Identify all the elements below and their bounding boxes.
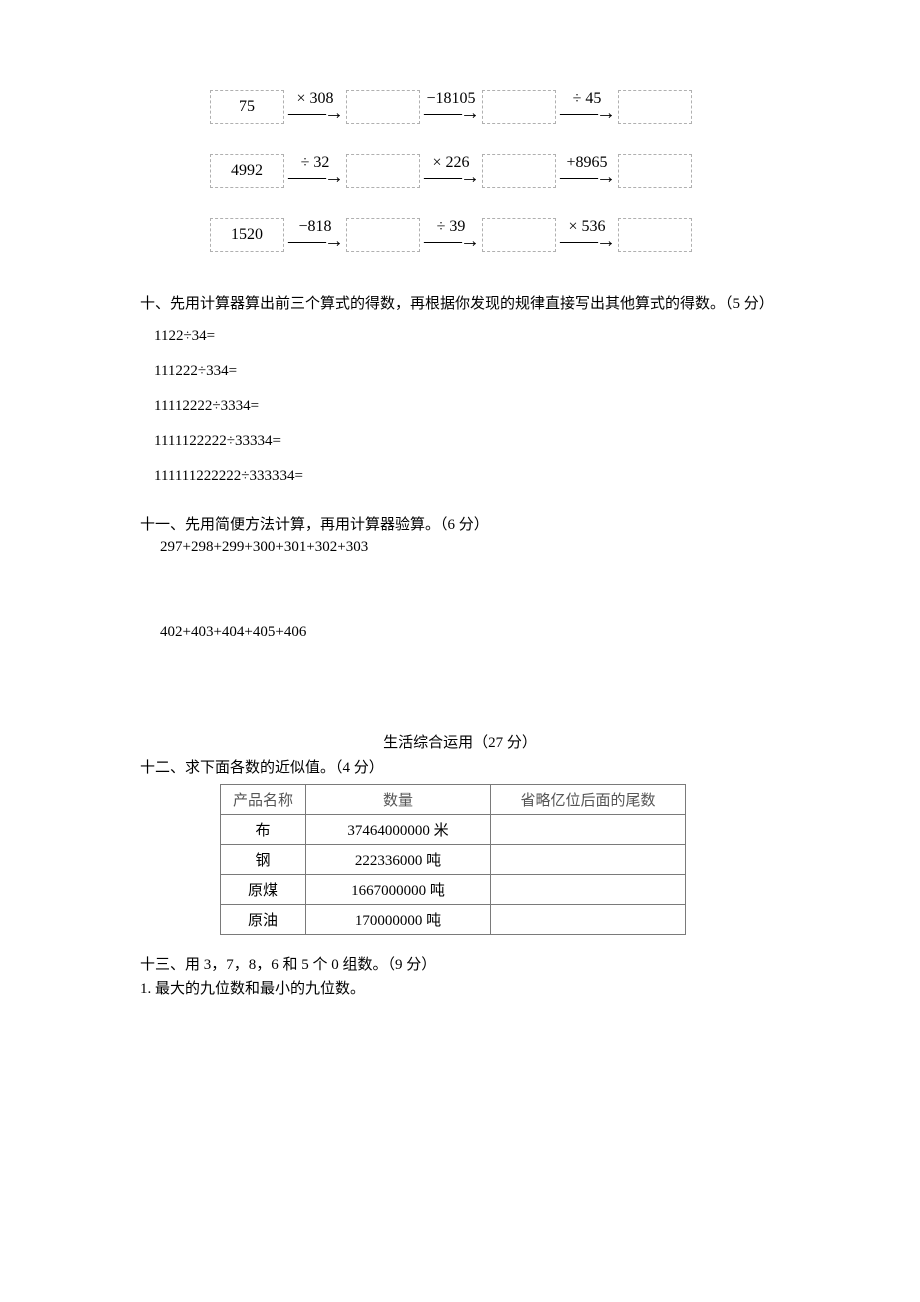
q12-r1-name: 钢 [221, 845, 306, 875]
flow2-op3-group: +8965 ——→ [560, 155, 614, 187]
flow1-start: 75 [239, 98, 255, 116]
q12-r0-appr [491, 815, 686, 845]
q12-r0-qty: 37464000000 米 [306, 815, 491, 845]
arrow-icon: ——→ [288, 167, 342, 187]
q13-title: 十三、用 3，7，8，6 和 5 个 0 组数。（9 分） [140, 953, 780, 977]
q12-title: 十二、求下面各数的近似值。（4 分） [140, 756, 780, 780]
flow2-op1-group: ÷ 32 ——→ [288, 155, 342, 187]
flow3-start-box: 1520 [210, 218, 284, 252]
flow3-box4 [618, 218, 692, 252]
flow1-box3 [482, 90, 556, 124]
q11-expr1: 297+298+299+300+301+302+303 [160, 539, 780, 556]
flow3-box3 [482, 218, 556, 252]
q10-eq2: 111222÷334= [154, 363, 780, 380]
flow1-box4 [618, 90, 692, 124]
q10-eq3: 11112222÷3334= [154, 398, 780, 415]
arrow-icon: ——→ [288, 231, 342, 251]
flow2-start-box: 4992 [210, 154, 284, 188]
q10-eq5: 111111222222÷333334= [154, 468, 780, 485]
q12-r1-appr [491, 845, 686, 875]
q12-r3-name: 原油 [221, 905, 306, 935]
flow3-box2 [346, 218, 420, 252]
q12-r0-name: 布 [221, 815, 306, 845]
flow2-op2-group: × 226 ——→ [424, 155, 478, 187]
q12-table: 产品名称 数量 省略亿位后面的尾数 布 37464000000 米 钢 2223… [220, 784, 686, 935]
q12-r1-qty: 222336000 吨 [306, 845, 491, 875]
flow1-op1-group: × 308 ——→ [288, 91, 342, 123]
arrow-icon: ——→ [560, 167, 614, 187]
q13-sub1: 1. 最大的九位数和最小的九位数。 [140, 977, 780, 1001]
flow1-start-box: 75 [210, 90, 284, 124]
q12-r2-name: 原煤 [221, 875, 306, 905]
flow-diagram-group: 75 × 308 ——→ −18105 ——→ ÷ 45 ——→ 4992 ÷ … [210, 90, 780, 252]
table-row: 原油 170000000 吨 [221, 905, 686, 935]
q12-h-qty: 数量 [306, 785, 491, 815]
arrow-icon: ——→ [424, 103, 478, 123]
arrow-icon: ——→ [424, 231, 478, 251]
table-row: 原煤 1667000000 吨 [221, 875, 686, 905]
flow2-box4 [618, 154, 692, 188]
flow-row-1: 75 × 308 ——→ −18105 ——→ ÷ 45 ——→ [210, 90, 780, 124]
flow3-op2-group: ÷ 39 ——→ [424, 219, 478, 251]
flow1-op2-group: −18105 ——→ [424, 91, 478, 123]
arrow-icon: ——→ [560, 231, 614, 251]
q12-header-row: 产品名称 数量 省略亿位后面的尾数 [221, 785, 686, 815]
table-row: 布 37464000000 米 [221, 815, 686, 845]
flow-row-3: 1520 −818 ——→ ÷ 39 ——→ × 536 ——→ [210, 218, 780, 252]
arrow-icon: ——→ [560, 103, 614, 123]
q12-r3-qty: 170000000 吨 [306, 905, 491, 935]
flow1-box2 [346, 90, 420, 124]
q10-eq4: 1111122222÷33334= [154, 433, 780, 450]
q10-eq1: 1122÷34= [154, 328, 780, 345]
arrow-icon: ——→ [288, 103, 342, 123]
q12-h-approx: 省略亿位后面的尾数 [491, 785, 686, 815]
q12-h-name: 产品名称 [221, 785, 306, 815]
flow3-start: 1520 [231, 226, 263, 244]
flow2-box2 [346, 154, 420, 188]
arrow-icon: ——→ [424, 167, 478, 187]
q10-title: 十、先用计算器算出前三个算式的得数，再根据你发现的规律直接写出其他算式的得数。（… [140, 292, 780, 316]
flow3-op1-group: −818 ——→ [288, 219, 342, 251]
q12-r2-appr [491, 875, 686, 905]
flow2-start: 4992 [231, 162, 263, 180]
q11-expr2: 402+403+404+405+406 [160, 624, 780, 641]
q12-r2-qty: 1667000000 吨 [306, 875, 491, 905]
flow2-box3 [482, 154, 556, 188]
flow3-op3-group: × 536 ——→ [560, 219, 614, 251]
section-b-title: 生活综合运用（27 分） [140, 731, 780, 752]
table-row: 钢 222336000 吨 [221, 845, 686, 875]
q11-title: 十一、先用简便方法计算，再用计算器验算。（6 分） [140, 513, 780, 537]
q12-r3-appr [491, 905, 686, 935]
flow1-op3-group: ÷ 45 ——→ [560, 91, 614, 123]
flow-row-2: 4992 ÷ 32 ——→ × 226 ——→ +8965 ——→ [210, 154, 780, 188]
